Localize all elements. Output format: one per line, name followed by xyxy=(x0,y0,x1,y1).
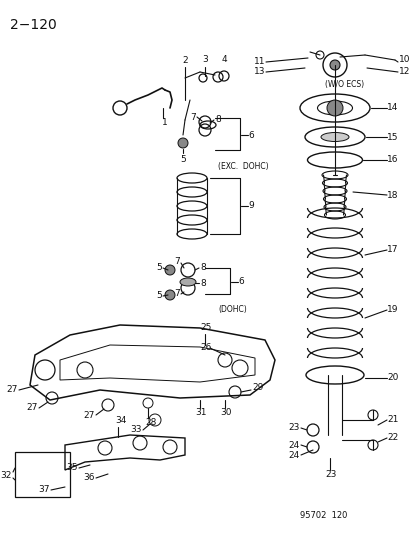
Text: 5: 5 xyxy=(180,155,185,164)
Text: 5: 5 xyxy=(156,263,161,272)
Bar xyxy=(15,452,70,497)
Text: (EXC.  DOHC): (EXC. DOHC) xyxy=(218,162,268,171)
Text: 19: 19 xyxy=(386,305,398,314)
Ellipse shape xyxy=(320,133,348,141)
Text: 34: 34 xyxy=(115,416,126,425)
Text: 6: 6 xyxy=(247,131,253,140)
Text: 10: 10 xyxy=(398,55,410,64)
Text: 21: 21 xyxy=(386,416,397,424)
Text: (W/O ECS): (W/O ECS) xyxy=(324,80,363,89)
Text: 35: 35 xyxy=(66,464,78,472)
Text: 2: 2 xyxy=(182,56,188,65)
Text: 13: 13 xyxy=(253,68,264,77)
Text: 12: 12 xyxy=(398,68,409,77)
Text: 3: 3 xyxy=(202,55,207,64)
Text: 20: 20 xyxy=(386,374,397,383)
Text: 5: 5 xyxy=(156,292,161,301)
Text: 2−120: 2−120 xyxy=(10,18,57,32)
Circle shape xyxy=(178,138,188,148)
Circle shape xyxy=(326,100,342,116)
Circle shape xyxy=(329,60,339,70)
Text: 6: 6 xyxy=(237,278,243,287)
Text: 22: 22 xyxy=(386,433,397,442)
Text: 8: 8 xyxy=(199,279,205,287)
Text: 15: 15 xyxy=(386,133,398,141)
Text: 24: 24 xyxy=(288,450,299,459)
Text: 26: 26 xyxy=(199,343,211,352)
Text: 23: 23 xyxy=(324,470,335,479)
Text: 37: 37 xyxy=(38,486,50,495)
Text: 9: 9 xyxy=(247,201,253,211)
Circle shape xyxy=(165,265,175,275)
Text: 7: 7 xyxy=(174,257,180,266)
Text: 32: 32 xyxy=(1,471,12,480)
Text: 27: 27 xyxy=(7,385,18,394)
Text: 36: 36 xyxy=(83,473,95,482)
Text: 7: 7 xyxy=(174,289,180,298)
Text: 33: 33 xyxy=(130,425,142,434)
Text: 30: 30 xyxy=(219,408,231,417)
Text: 28: 28 xyxy=(145,418,156,427)
Text: 31: 31 xyxy=(195,408,206,417)
Text: 11: 11 xyxy=(253,58,264,67)
Text: 16: 16 xyxy=(386,156,398,165)
Text: 14: 14 xyxy=(386,103,397,112)
Text: 1: 1 xyxy=(161,118,167,127)
Text: 18: 18 xyxy=(386,190,398,199)
Circle shape xyxy=(165,290,175,300)
Ellipse shape xyxy=(180,278,195,286)
Text: (DOHC): (DOHC) xyxy=(218,305,246,314)
Text: 27: 27 xyxy=(83,410,95,419)
Text: 7: 7 xyxy=(190,112,195,122)
Text: 8: 8 xyxy=(214,116,220,125)
Text: 23: 23 xyxy=(288,424,299,432)
Text: 25: 25 xyxy=(199,323,211,332)
Text: 29: 29 xyxy=(252,384,263,392)
Text: 95702  120: 95702 120 xyxy=(299,511,347,520)
Text: 4: 4 xyxy=(221,55,226,64)
Text: 8: 8 xyxy=(199,263,205,272)
Text: 27: 27 xyxy=(26,403,38,413)
Text: 17: 17 xyxy=(386,246,398,254)
Text: 24: 24 xyxy=(288,440,299,449)
